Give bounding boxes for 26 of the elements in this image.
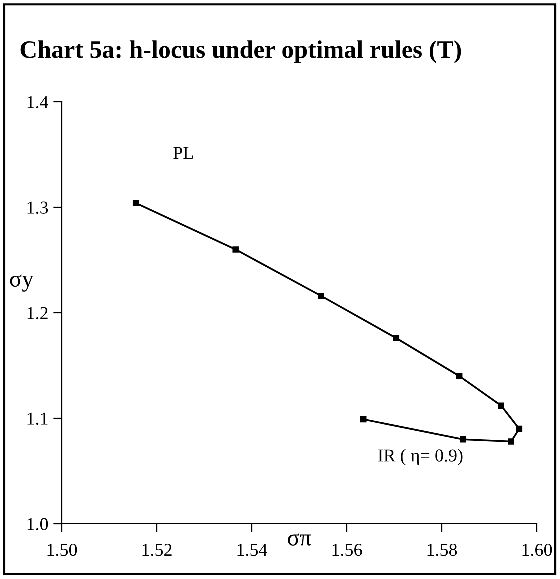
x-tick-label: 1.50 [48,544,78,556]
annotation: PL [174,147,194,160]
point [132,200,140,206]
x-tick-label: 1.60 [522,544,552,556]
y-axis-title: σy [10,274,34,292]
point [232,246,239,253]
x-tick-label: 1.56 [332,544,362,556]
point [318,292,324,300]
y-tick-label: 1.4 [28,96,49,109]
y-tick-label: 1.1 [28,412,48,426]
annotation: IR ( η= 0.9) [378,449,463,466]
point [360,416,367,423]
x-tick-label: 1.58 [428,544,458,556]
point [508,438,514,445]
point [460,436,466,443]
chart-title: Chart 5a: h-locus under optimal rules (T) [20,40,462,64]
y-tick-label: 1.2 [28,307,48,320]
point [456,373,463,380]
x-tick-label: 1.52 [142,544,172,556]
x-axis-title: σπ [288,534,312,546]
y-tick-label: 1.0 [28,518,48,531]
x-tick-label: 1.54 [238,544,268,556]
point [516,426,523,432]
y-tick-label: 1.3 [28,202,48,214]
point [393,335,400,342]
point [498,402,504,409]
